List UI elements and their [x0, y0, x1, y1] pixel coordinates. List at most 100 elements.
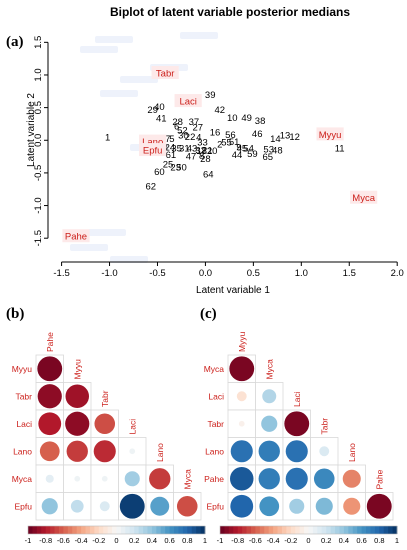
- colorbar-segment: [379, 526, 385, 534]
- colorbar-segment: [308, 526, 314, 534]
- y-tick-label: -0.5: [33, 165, 44, 181]
- colorbar-segment: [374, 526, 380, 534]
- correlation-circle: [99, 501, 110, 512]
- correlation-circle: [238, 420, 245, 427]
- colorbar-segment: [134, 526, 140, 534]
- site-point-label: 14: [270, 134, 281, 145]
- colorbar-segment: [125, 526, 131, 534]
- colorbar-tick-label: -0.2: [284, 536, 297, 545]
- species-label-background: [151, 66, 179, 80]
- colorbar-tick-label: 0.8: [374, 536, 384, 545]
- site-point-label: 27: [192, 123, 203, 134]
- species-label: Myyu: [319, 130, 342, 141]
- site-point-label: 32: [195, 146, 206, 157]
- colorbar-segment: [228, 526, 234, 534]
- colorbar-segment: [28, 526, 33, 534]
- species-label-background: [350, 190, 378, 204]
- colorbar-tick-label: 0.4: [339, 536, 349, 545]
- correlation-circle: [284, 411, 310, 437]
- site-point-label: 44: [232, 150, 243, 161]
- column-label: Tabr: [100, 390, 110, 407]
- colorbar-tick-label: 0.6: [164, 536, 174, 545]
- panel-label-b: (b): [6, 306, 24, 322]
- colorbar-segment: [143, 526, 148, 534]
- colorbar-segment: [326, 526, 332, 534]
- colorbar-tick-label: 0: [306, 536, 310, 545]
- colorbar-tick-label: -0.8: [231, 536, 244, 545]
- ghost-text-block: [70, 244, 108, 251]
- colorbar-segment: [98, 526, 104, 534]
- species-label: Pahe: [65, 232, 87, 243]
- colorbar-frame: [219, 525, 398, 535]
- colorbar-tick-label: 1: [203, 536, 207, 545]
- colorbar-tick-label: -1: [25, 536, 32, 545]
- colorbar-tick-label: -0.6: [249, 536, 262, 545]
- colorbar-tick-label: -0.4: [75, 536, 88, 545]
- row-label: Laci: [208, 391, 224, 401]
- correlation-circle: [93, 440, 116, 463]
- biplot-title: Biplot of latent variable posterior medi…: [110, 5, 350, 19]
- colorbar-tick-label: -0.6: [57, 536, 70, 545]
- colorbar-segment: [182, 526, 188, 534]
- colorbar-segment: [151, 526, 157, 534]
- correlation-circle: [101, 475, 108, 482]
- colorbar-segment: [317, 526, 323, 534]
- site-point-label: 22: [185, 132, 196, 143]
- colorbar-frame: [27, 525, 206, 535]
- x-tick-label: -1.5: [53, 268, 69, 279]
- colorbar-segment: [330, 526, 336, 534]
- ghost-text-block: [110, 256, 148, 263]
- y-axis-label: Latent variable 2: [26, 93, 37, 167]
- site-point-label: 39: [205, 90, 216, 101]
- colorbar-segment: [220, 526, 225, 534]
- correlation-circle: [74, 475, 81, 482]
- y-tick-label: 0.0: [33, 134, 44, 147]
- correlation-circle: [150, 496, 170, 516]
- column-label: Pahe: [45, 332, 55, 352]
- biplot-panel: (a) Biplot of latent variable posterior …: [6, 5, 404, 296]
- colorbar-segment: [63, 526, 69, 534]
- colorbar-segment: [383, 526, 389, 534]
- site-point-label: 6: [174, 121, 179, 132]
- site-point-label: 64: [203, 170, 214, 181]
- site-point-label: 20: [207, 146, 218, 157]
- correlation-circle: [258, 440, 280, 462]
- correlation-panel-c: (c) Myyu Myca Laci Tabr Lano Pahe Myca Laci Tabr…: [200, 306, 399, 545]
- colorbar-segment: [85, 526, 91, 534]
- colorbar-segment: [76, 526, 82, 534]
- site-point-label: 46: [252, 129, 263, 140]
- site-point-label: 37: [189, 117, 200, 128]
- site-point-label: 54: [243, 144, 254, 155]
- site-point-label: 61: [166, 150, 177, 161]
- colorbar-segment: [156, 526, 162, 534]
- colorbar-segment: [224, 526, 230, 534]
- colorbar-segment: [281, 526, 287, 534]
- colorbar-tick-label: -1: [217, 536, 224, 545]
- column-label: Laci: [127, 419, 137, 435]
- correlation-circle: [285, 467, 308, 490]
- colorbar-segment: [361, 526, 367, 534]
- colorbar-tick-label: 0.2: [321, 536, 331, 545]
- y-tick-label: 1.0: [33, 68, 44, 81]
- colorbar-segment: [50, 526, 55, 534]
- correlation-circle: [289, 498, 305, 514]
- row-label: Myca: [12, 474, 33, 484]
- site-point-label: 65: [262, 152, 273, 163]
- colorbar-segment: [165, 526, 170, 534]
- colorbar-tick-label: 0.6: [356, 536, 366, 545]
- colorbar-segment: [36, 526, 42, 534]
- row-label: Myca: [204, 364, 225, 374]
- colorbar-segment: [160, 526, 166, 534]
- row-label: Tabr: [207, 419, 224, 429]
- site-point-label: 10: [227, 113, 238, 124]
- colorbar-tick-label: 0: [114, 536, 118, 545]
- correlation-circle: [39, 441, 60, 462]
- colorbar-segment: [304, 526, 309, 534]
- x-tick-label: 0.0: [199, 268, 212, 279]
- correlation-circle: [94, 413, 116, 435]
- colorbar-segment: [237, 526, 243, 534]
- colorbar-segment: [339, 526, 345, 534]
- correlation-circle: [229, 466, 254, 491]
- ghost-text-block: [88, 229, 126, 236]
